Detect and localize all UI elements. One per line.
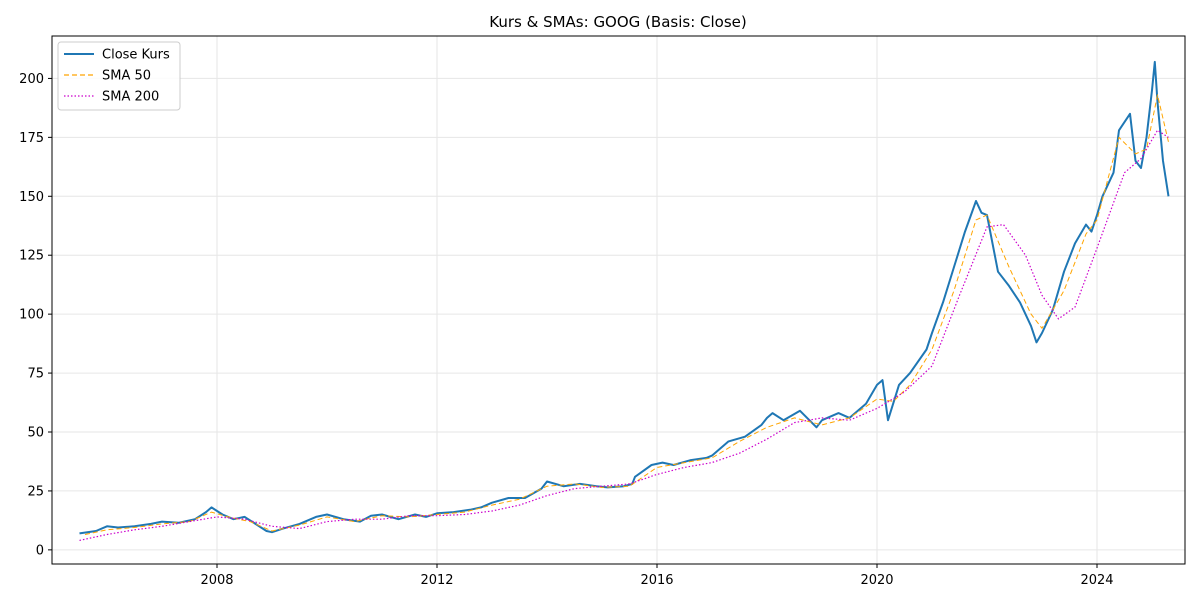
legend: Close Kurs SMA 50 SMA 200 [57,41,181,111]
y-tick-label: 25 [27,484,44,499]
y-tick-label: 100 [19,308,44,323]
chart-title: Kurs & SMAs: GOOG (Basis: Close) [489,13,746,31]
series-line-1 [79,60,1170,535]
series-line-2 [84,94,1169,535]
legend-label: Close Kurs [102,48,170,63]
legend-box [57,41,181,111]
grid [52,36,1185,564]
y-tick-label: 75 [27,367,44,382]
y-tick-label: 0 [36,543,44,558]
x-axis: 2008 2012 2016 2020 2024 [200,564,1114,588]
legend-label: SMA 50 [102,69,151,84]
series-line-3 [79,129,1169,541]
y-tick-label: 50 [27,426,44,441]
plot-frame [51,35,1186,565]
x-tick-label: 2016 [640,573,673,588]
y-axis: 0 25 50 75 100 125 150 175 200 [19,72,52,558]
y-tick-label: 150 [19,190,44,205]
y-tick-label: 200 [19,72,44,87]
x-tick-label: 2012 [420,573,453,588]
y-tick-label: 175 [19,131,44,146]
series-group [79,60,1170,541]
x-tick-label: 2008 [200,573,233,588]
y-tick-label: 125 [19,249,44,264]
legend-label: SMA 200 [102,90,159,105]
x-tick-label: 2020 [860,573,893,588]
x-tick-label: 2024 [1080,573,1113,588]
